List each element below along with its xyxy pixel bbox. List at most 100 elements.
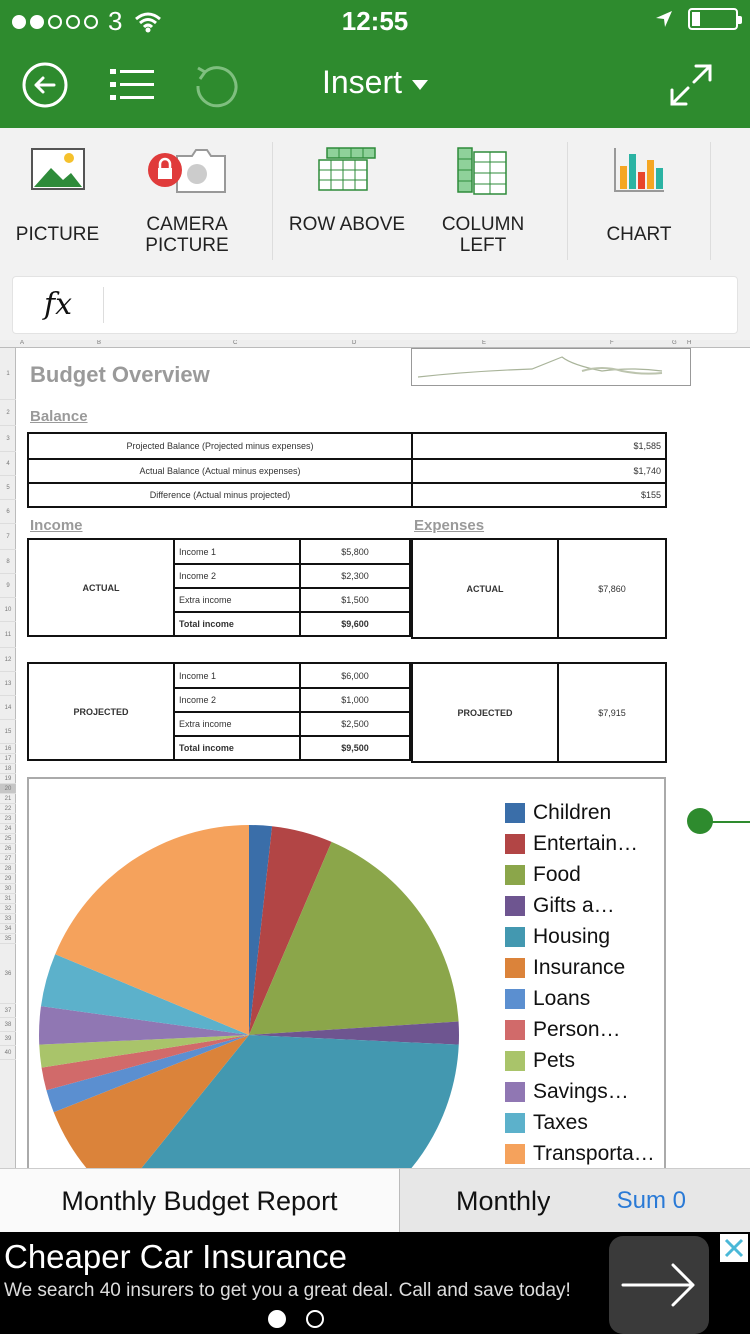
balance-row-label[interactable]: Projected Balance (Projected minus expen…	[27, 432, 413, 460]
column-header[interactable]: F	[610, 340, 614, 346]
income-value[interactable]: $6,000	[299, 662, 411, 689]
pie-slice-pets[interactable]	[39, 1035, 249, 1068]
row-header[interactable]: 12	[0, 648, 16, 672]
row-header[interactable]: 11	[0, 622, 16, 648]
ad-subtitle[interactable]: We search 40 insurers to get you a great…	[4, 1280, 571, 1301]
row-header[interactable]: 31	[0, 894, 16, 904]
column-header[interactable]: B	[97, 340, 102, 346]
total-income-value[interactable]: $9,600	[299, 611, 411, 637]
actual-label[interactable]: ACTUAL	[27, 538, 175, 637]
signature-image[interactable]	[411, 348, 691, 386]
row-header[interactable]: 37	[0, 1004, 16, 1018]
chart-resize-handle[interactable]	[687, 808, 713, 834]
pie-slice-children[interactable]	[249, 825, 273, 1035]
spreadsheet[interactable]: A B C D E F G H 1 2 3 4 5 6 7 8 9 10 11 12 13 14 15 16 1…	[0, 340, 750, 1168]
row-header[interactable]: 17	[0, 754, 16, 764]
balance-row-value[interactable]: $1,740	[411, 458, 667, 484]
income-name[interactable]: Income 1	[173, 662, 301, 689]
actual-expense-value[interactable]: $7,860	[557, 538, 667, 639]
ad-banner[interactable]: Cheaper Car Insurance We search 40 insur…	[0, 1232, 750, 1334]
income-value[interactable]: $1,000	[299, 687, 411, 713]
row-header[interactable]: 4	[0, 452, 16, 476]
row-header[interactable]: 34	[0, 924, 16, 934]
row-header[interactable]: 30	[0, 884, 16, 894]
back-icon[interactable]	[20, 60, 70, 110]
formula-bar[interactable]: fx	[12, 276, 738, 334]
income-value[interactable]: $2,300	[299, 563, 411, 589]
tab-monthly-budget-report[interactable]: Monthly Budget Report	[0, 1169, 399, 1233]
column-left-button[interactable]: COLUMN LEFT	[420, 128, 546, 268]
formula-input[interactable]	[113, 277, 729, 333]
total-income-value[interactable]: $9,500	[299, 735, 411, 761]
row-header[interactable]: 16	[0, 744, 16, 754]
row-header[interactable]: 25	[0, 834, 16, 844]
income-name[interactable]: Income 2	[173, 687, 301, 713]
income-value[interactable]: $5,800	[299, 538, 411, 565]
row-header[interactable]: 13	[0, 672, 16, 696]
total-income-name[interactable]: Total income	[173, 611, 301, 637]
income-value[interactable]: $1,500	[299, 587, 411, 613]
row-header[interactable]: 26	[0, 844, 16, 854]
balance-row-label[interactable]: Difference (Actual minus projected)	[27, 482, 413, 508]
pie-slice-loans[interactable]	[46, 1035, 250, 1113]
pie-slice-housing[interactable]	[117, 1035, 459, 1168]
column-header[interactable]: H	[687, 340, 692, 346]
sum-indicator[interactable]: Sum 0	[616, 1187, 686, 1214]
row-header[interactable]: 22	[0, 804, 16, 814]
income-name[interactable]: Extra income	[173, 711, 301, 737]
close-icon[interactable]	[720, 1234, 748, 1262]
pie-slice-savings[interactable]	[38, 1006, 249, 1045]
pie-slice-gifts-a[interactable]	[249, 1021, 460, 1045]
pie-slice-food[interactable]	[249, 841, 459, 1035]
income-name[interactable]: Income 1	[173, 538, 301, 565]
row-header[interactable]: 6	[0, 500, 16, 524]
pie-slice-taxes[interactable]	[40, 954, 250, 1035]
projected-expense-value[interactable]: $7,915	[557, 662, 667, 763]
row-header[interactable]: 14	[0, 696, 16, 720]
row-header[interactable]: 24	[0, 824, 16, 834]
row-header[interactable]: 7	[0, 524, 16, 550]
row-header[interactable]: 9	[0, 574, 16, 598]
fullscreen-icon[interactable]	[666, 60, 716, 110]
column-header[interactable]: D	[352, 340, 357, 346]
pager-dot[interactable]	[268, 1310, 286, 1328]
row-header[interactable]: 32	[0, 904, 16, 914]
pie-slice-entertain[interactable]	[249, 826, 332, 1035]
income-name[interactable]: Extra income	[173, 587, 301, 613]
row-header[interactable]: 38	[0, 1018, 16, 1032]
row-header[interactable]: 20	[0, 784, 16, 794]
row-header[interactable]: 10	[0, 598, 16, 622]
row-header[interactable]: 15	[0, 720, 16, 744]
pie-slice-transporta[interactable]	[55, 825, 249, 1035]
chart-button[interactable]: CHART	[576, 128, 702, 268]
camera-picture-button[interactable]: CAMERA PICTURE	[124, 128, 250, 268]
row-header[interactable]: 1	[0, 348, 16, 400]
total-income-name[interactable]: Total income	[173, 735, 301, 761]
row-above-button[interactable]: ROW ABOVE	[284, 128, 410, 268]
row-header[interactable]: 5	[0, 476, 16, 500]
row-header[interactable]: 28	[0, 864, 16, 874]
income-value[interactable]: $2,500	[299, 711, 411, 737]
undo-icon[interactable]	[190, 60, 240, 110]
ad-cta-button[interactable]	[609, 1236, 709, 1334]
row-header[interactable]: 19	[0, 774, 16, 784]
row-header[interactable]: 27	[0, 854, 16, 864]
column-header[interactable]: G	[672, 340, 677, 346]
balance-row-value[interactable]: $155	[411, 482, 667, 508]
row-header[interactable]: 40	[0, 1046, 16, 1060]
column-header[interactable]: A	[20, 340, 25, 346]
pie-slice-person[interactable]	[41, 1035, 249, 1091]
column-header[interactable]: E	[482, 340, 487, 346]
pie-slice-insurance[interactable]	[53, 1035, 249, 1168]
income-name[interactable]: Income 2	[173, 563, 301, 589]
tab-monthly[interactable]: Monthly	[456, 1186, 550, 1216]
picture-button[interactable]: PICTURE	[0, 128, 115, 268]
row-header[interactable]: 8	[0, 550, 16, 574]
list-menu-icon[interactable]	[106, 60, 156, 110]
pager-dot[interactable]	[306, 1310, 324, 1328]
row-header[interactable]: 2	[0, 400, 16, 426]
row-header[interactable]: 36	[0, 944, 16, 1004]
pie-chart[interactable]: Children Entertain… Food Gifts a… Housing Ins…	[27, 777, 666, 1168]
balance-row-value[interactable]: $1,585	[411, 432, 667, 460]
row-header[interactable]: 39	[0, 1032, 16, 1046]
